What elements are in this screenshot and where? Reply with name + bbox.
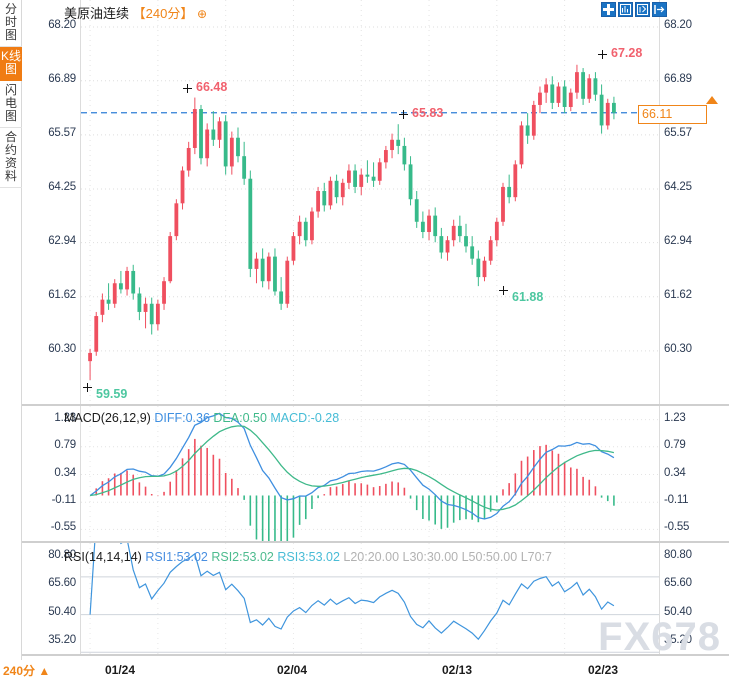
symbol-label: 美原油连续 <box>64 6 130 21</box>
rsi-tick-label: 65.60 <box>48 577 76 590</box>
rsi-axis-left: 80.80 65.60 50.40 35.20 <box>22 543 80 654</box>
macd-tick-label: 1.23 <box>54 411 76 424</box>
rsi-l30-value: L30:30.00 <box>402 550 459 564</box>
main-price-axis-left: 68.20 66.89 65.57 64.25 62.94 61.62 60.30 <box>22 0 80 404</box>
price-annotation: 59.59 <box>96 387 128 401</box>
price-tick-label: 60.30 <box>664 342 692 355</box>
macd-diff-value: DIFF:0.36 <box>154 411 210 425</box>
macd-tick-label: 1.23 <box>664 411 686 424</box>
date-tick-label: 02/04 <box>277 663 308 677</box>
macd-legend: MACD(26,12,9) DIFF:0.36 DEA:0.50 MACD:-0… <box>64 411 339 425</box>
rsi3-value: RSI3:53.02 <box>277 550 340 564</box>
price-annotation: 65.83 <box>412 106 444 120</box>
sidebar-item-intraday[interactable]: 分时图 <box>0 0 22 47</box>
chart-fit-icon[interactable] <box>652 2 667 17</box>
price-tick-label: 64.25 <box>664 180 692 193</box>
sidebar-item-label: 分时图 <box>4 2 17 42</box>
macd-title: MACD(26,12,9) <box>64 411 151 425</box>
macd-tick-label: -0.55 <box>50 521 76 534</box>
annotation-cross-icon <box>399 110 408 119</box>
main-price-axis-right: 68.20 66.89 65.57 64.25 62.94 61.62 60.30 <box>660 0 729 404</box>
rsi-tick-label: 80.80 <box>664 548 692 561</box>
rsi-tick-label: 65.60 <box>664 577 692 590</box>
sidebar-item-label: 闪电图 <box>4 83 17 123</box>
price-tick-label: 61.62 <box>48 288 76 301</box>
sidebar-item-lightning[interactable]: 闪电图 <box>0 81 22 128</box>
rsi-l50-value: L50:50.00 <box>461 550 518 564</box>
rsi2-value: RSI2:53.02 <box>211 550 274 564</box>
sidebar-item-label: K线图 <box>0 49 21 76</box>
annotation-cross-icon <box>183 84 192 93</box>
chart-title: 美原油连续 【240分】 ⊕ <box>64 3 207 22</box>
macd-plot[interactable] <box>80 406 660 541</box>
rsi-plot[interactable] <box>80 543 660 654</box>
price-tick-label: 62.94 <box>48 234 76 247</box>
macd-dea-value: DEA:0.50 <box>213 411 267 425</box>
rsi-tick-label: 50.40 <box>664 605 692 618</box>
sidebar-item-contract[interactable]: 合约资料 <box>0 128 22 188</box>
annotation-cross-icon <box>499 286 508 295</box>
rsi-panel: 80.80 65.60 50.40 35.20 80.80 65.60 50.40 35.2… <box>22 542 729 655</box>
rsi-tick-label: 50.40 <box>48 605 76 618</box>
price-tick-label: 68.20 <box>664 19 692 32</box>
macd-axis-left: 1.23 0.79 0.34 -0.11 -0.55 <box>22 406 80 541</box>
macd-macd-value: MACD:-0.28 <box>270 411 340 425</box>
macd-axis-right: 1.23 0.79 0.34 -0.11 -0.55 <box>660 406 729 541</box>
period-badge[interactable]: 240分 ▲ <box>3 664 51 678</box>
sidebar-item-label: 合约资料 <box>4 130 17 183</box>
rsi-l20-value: L20:20.00 <box>343 550 400 564</box>
chart-shift-icon[interactable] <box>635 2 650 17</box>
move-crosshair-icon[interactable] <box>601 2 616 17</box>
date-tick-label: 02/13 <box>442 663 473 677</box>
price-annotation: 66.48 <box>196 80 228 94</box>
rsi1-value: RSI1:53.02 <box>145 550 208 564</box>
chart-scale-icon[interactable] <box>618 2 633 17</box>
macd-panel: 1.23 0.79 0.34 -0.11 -0.55 1.23 0.79 0.34 -0.11… <box>22 405 729 542</box>
rsi-legend: RSI(14,14,14) RSI1:53.02 RSI2:53.02 RSI3… <box>64 550 552 564</box>
chart-toolbar <box>601 2 667 17</box>
rsi-tick-label: 35.20 <box>664 634 692 647</box>
price-tick-label: 64.25 <box>48 180 76 193</box>
price-tick-label: 66.89 <box>664 72 692 85</box>
price-tick-label: 65.57 <box>48 126 76 139</box>
main-chart-panel: 68.20 66.89 65.57 64.25 62.94 61.62 60.30 68.2… <box>22 0 729 405</box>
rsi-tick-label: 35.20 <box>48 634 76 647</box>
price-tick-label: 60.30 <box>48 342 76 355</box>
macd-tick-label: 0.79 <box>54 438 76 451</box>
macd-tick-label: -0.11 <box>51 494 77 507</box>
price-arrow-icon <box>706 96 718 104</box>
macd-tick-label: -0.11 <box>664 494 689 507</box>
current-price-badge: 66.11 <box>638 105 707 124</box>
annotation-cross-icon <box>83 383 92 392</box>
price-tick-label: 61.62 <box>664 288 692 301</box>
left-sidebar: 分时图 K线图闪电图合约资料 <box>0 0 22 660</box>
candlestick-plot[interactable] <box>80 0 660 404</box>
macd-tick-label: 0.34 <box>664 466 686 479</box>
crosshair-target-icon[interactable]: ⊕ <box>196 7 208 21</box>
rsi-title: RSI(14,14,14) <box>64 550 142 564</box>
price-annotation: 61.88 <box>512 290 544 304</box>
rsi-tick-label: 80.80 <box>48 548 76 561</box>
macd-tick-label: 0.79 <box>664 438 686 451</box>
price-tick-label: 68.20 <box>48 19 76 32</box>
price-tick-label: 62.94 <box>664 234 692 247</box>
macd-tick-label: -0.55 <box>664 521 690 534</box>
price-annotation: 67.28 <box>611 46 643 60</box>
sidebar-item-kline[interactable]: K线图 <box>0 47 22 81</box>
period-label: 【240分】 <box>132 6 194 21</box>
price-tick-label: 65.57 <box>664 126 692 139</box>
time-axis-panel <box>22 655 729 682</box>
date-tick-label: 02/23 <box>588 663 619 677</box>
date-tick-label: 01/24 <box>105 663 136 677</box>
rsi-axis-right: 80.80 65.60 50.40 35.20 <box>660 543 729 654</box>
annotation-cross-icon <box>598 50 607 59</box>
macd-tick-label: 0.34 <box>54 466 76 479</box>
rsi-l70-value: L70:7 <box>520 550 552 564</box>
price-tick-label: 66.89 <box>48 72 76 85</box>
